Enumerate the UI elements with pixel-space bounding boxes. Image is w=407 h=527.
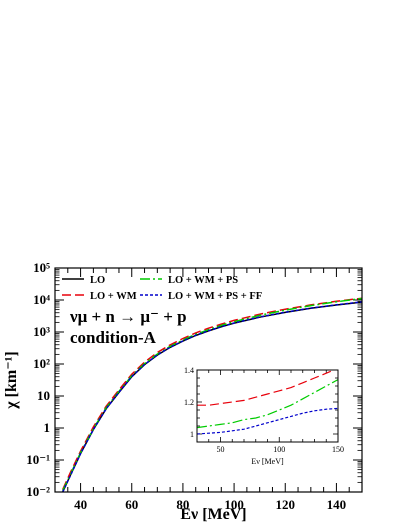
y-tick-label: 10³ [33, 324, 50, 339]
series-line-lo-wm [62, 297, 362, 490]
x-tick-label: 80 [176, 497, 189, 512]
inset-x-axis-title: Eν [MeV] [251, 457, 284, 466]
x-tick-label: 60 [125, 497, 138, 512]
main-panel: 40 60 80 100 120 140 10⁻² 10⁻¹ 1 10 10² 10³ 10⁴ 10⁵ Eν… [3, 260, 363, 523]
legend-label: LO + WM + PS [168, 275, 238, 286]
x-tick-label: 40 [74, 497, 87, 512]
y-tick-label: 10² [33, 356, 50, 371]
series-line-lo-wm-ps [62, 297, 362, 492]
inset-series-line-lo-wm-ps-ff [197, 407, 338, 435]
inset-frame [196, 369, 339, 443]
condition-annotation: condition-A [70, 328, 157, 347]
x-tick-label: 100 [224, 497, 244, 512]
inset-x-tick-label: 50 [217, 445, 225, 454]
x-tick-label: 120 [276, 497, 296, 512]
y-tick-label: 10⁻² [26, 484, 50, 499]
series-group [62, 297, 362, 492]
y-axis-title: χ [km⁻¹] [3, 351, 20, 410]
legend-label: LO [90, 275, 105, 286]
legend-label: LO + WM [90, 291, 137, 302]
y-tick-label: 1 [44, 420, 51, 435]
series-line-lo-wm-ps-ff [62, 301, 362, 492]
x-tick-label: 140 [327, 497, 347, 512]
inset-series-group [197, 370, 338, 435]
x-axis-title: Eν [MeV] [180, 506, 246, 523]
inset-y-tick-label: 1.2 [184, 398, 194, 407]
y-tick-label: 10⁵ [33, 260, 50, 275]
inset-series-line-lo-wm [197, 370, 336, 406]
inset-x-tick-label: 150 [332, 445, 344, 454]
inset-background [197, 370, 338, 442]
y-tick-label: 10⁻¹ [26, 452, 50, 467]
y-tick-label: 10 [37, 388, 50, 403]
inset-y-tick-label: 1 [190, 430, 194, 439]
inset-series-line-lo-wm-ps [197, 379, 338, 429]
y-tick-label: 10⁴ [33, 292, 50, 307]
inset-x-tick-label: 100 [273, 445, 285, 454]
inset-y-tick-label: 1.4 [184, 366, 194, 375]
legend-label: LO + WM + PS + FF [168, 291, 262, 302]
reaction-annotation: νμ + n → μ⁻ + p [69, 307, 187, 326]
inset-panel: 50 100 150 1 1.2 1.4 Eν [MeV] [184, 366, 344, 466]
plot-frame [54, 267, 363, 493]
